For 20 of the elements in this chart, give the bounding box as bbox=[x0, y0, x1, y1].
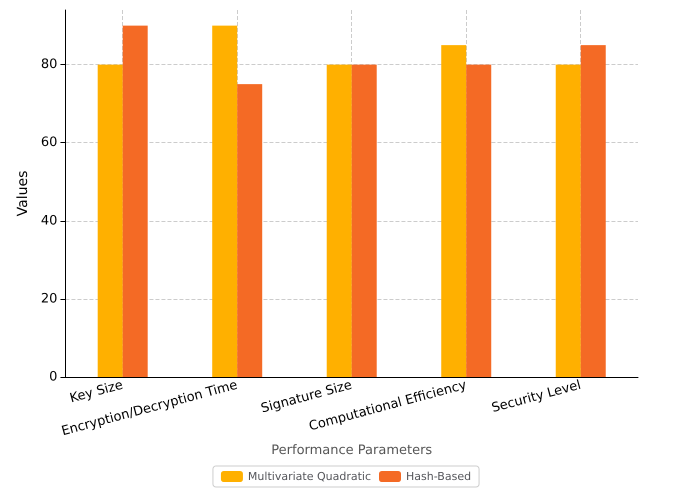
bar bbox=[466, 64, 492, 377]
x-tick-label: Security Level bbox=[490, 378, 583, 416]
bar bbox=[441, 45, 466, 377]
y-axis-title: Values bbox=[15, 170, 31, 216]
y-tick-label: 20 bbox=[40, 291, 58, 306]
bar bbox=[98, 64, 123, 377]
bar bbox=[122, 26, 148, 377]
x-axis-title: Performance Parameters bbox=[271, 442, 432, 458]
legend-label: Hash-Based bbox=[406, 470, 472, 483]
y-tick-label: 40 bbox=[40, 213, 58, 228]
bar bbox=[580, 45, 606, 377]
legend-label: Multivariate Quadratic bbox=[248, 470, 372, 483]
bar bbox=[556, 64, 581, 377]
y-tick-label: 80 bbox=[40, 57, 58, 72]
y-tick-label: 0 bbox=[49, 370, 58, 384]
bar bbox=[352, 64, 377, 377]
bar bbox=[212, 26, 238, 377]
bar bbox=[326, 64, 352, 377]
y-tick-label: 60 bbox=[40, 135, 58, 150]
bar bbox=[237, 84, 262, 377]
